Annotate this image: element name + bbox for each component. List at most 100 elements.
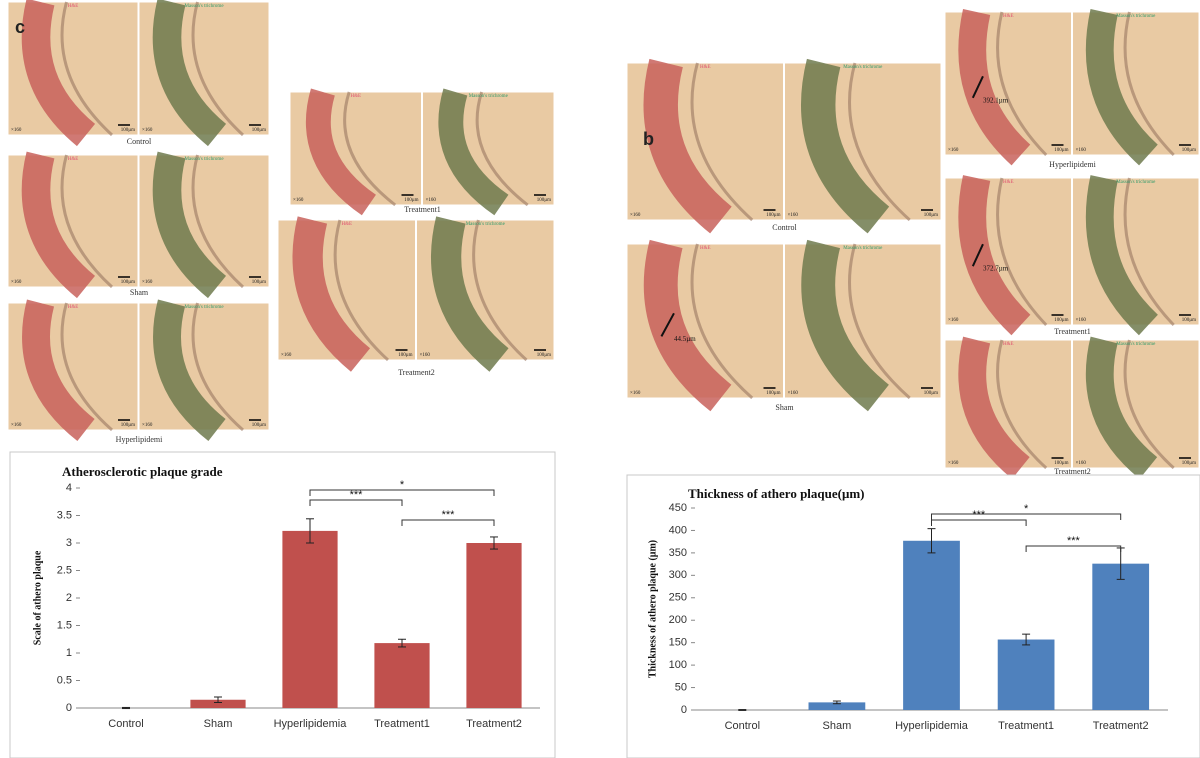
magnification: ×160 xyxy=(11,128,22,133)
x-tick-label: Hyperlipidemia xyxy=(895,720,969,732)
figure: H&E ×160 100µm Masson's trichrome ×160 100µm C… xyxy=(0,0,1200,758)
y-tick-label: 3.5 xyxy=(57,509,72,521)
bar xyxy=(998,640,1055,710)
caption: Control xyxy=(127,137,152,146)
significance-label: *** xyxy=(350,489,364,501)
scale-label: 100µm xyxy=(766,391,780,396)
scale-label: 100µm xyxy=(537,198,551,203)
y-tick-label: 350 xyxy=(669,547,687,559)
scale-label: 100µm xyxy=(398,353,412,358)
magnification: ×160 xyxy=(788,213,799,218)
y-tick-label: 0.5 xyxy=(57,674,72,686)
magnification: ×160 xyxy=(11,423,22,428)
magnification: ×160 xyxy=(142,423,153,428)
caption: Hyperlipidemi xyxy=(116,435,163,444)
stain-label: H&E xyxy=(1003,180,1014,185)
magnification: ×160 xyxy=(630,391,641,396)
magnification: ×160 xyxy=(293,198,304,203)
magnification: ×160 xyxy=(948,461,959,466)
scale-label: 100µm xyxy=(1182,318,1196,323)
significance-label: * xyxy=(400,479,405,491)
y-tick-label: 450 xyxy=(669,502,687,514)
measurement: 44.5µm xyxy=(674,335,696,343)
stain-label: H&E xyxy=(68,157,79,162)
scale-label: 100µm xyxy=(924,213,938,218)
stain-label: Masson's trichrome xyxy=(843,246,883,251)
stain-label: Masson's trichrome xyxy=(843,65,883,70)
bar xyxy=(374,643,429,708)
caption: Treatment2 xyxy=(1054,467,1091,476)
scale-label: 100µm xyxy=(121,423,135,428)
magnification: ×160 xyxy=(948,318,959,323)
x-tick-label: Sham xyxy=(204,718,233,730)
stain-label: Masson's trichrome xyxy=(1116,180,1156,185)
caption: Sham xyxy=(130,288,149,297)
y-tick-label: 1 xyxy=(66,647,72,659)
magnification: ×160 xyxy=(1076,318,1087,323)
scale-label: 100µm xyxy=(252,280,266,285)
magnification: ×160 xyxy=(1076,148,1087,153)
scale-label: 100µm xyxy=(404,198,418,203)
scale-label: 100µm xyxy=(121,280,135,285)
y-tick-label: 300 xyxy=(669,569,687,581)
stain-label: H&E xyxy=(341,222,352,227)
bar xyxy=(1092,564,1149,710)
magnification: ×160 xyxy=(420,353,431,358)
scale-label: 100µm xyxy=(1182,461,1196,466)
x-tick-label: Treatment2 xyxy=(1093,720,1149,732)
x-tick-label: Control xyxy=(725,720,760,732)
stain-label: Masson's trichrome xyxy=(469,94,509,99)
bar xyxy=(466,543,521,708)
stain-label: Masson's trichrome xyxy=(184,305,224,310)
significance-label: *** xyxy=(972,509,986,521)
caption: Hyperlipidemi xyxy=(1049,160,1096,169)
y-tick-label: 1.5 xyxy=(57,619,72,631)
y-tick-label: 0 xyxy=(681,704,687,716)
scale-label: 100µm xyxy=(924,391,938,396)
y-tick-label: 200 xyxy=(669,614,687,626)
stain-label: H&E xyxy=(68,305,79,310)
x-tick-label: Treatment1 xyxy=(374,718,430,730)
scale-label: 100µm xyxy=(1054,148,1068,153)
stain-label: H&E xyxy=(700,65,711,70)
x-tick-label: Treatment2 xyxy=(466,718,522,730)
y-tick-label: 3 xyxy=(66,537,72,549)
y-tick-label: 150 xyxy=(669,637,687,649)
caption: Control xyxy=(772,223,797,232)
chart-title: Atherosclerotic plaque grade xyxy=(62,464,223,479)
stain-label: Masson's trichrome xyxy=(466,222,506,227)
y-tick-label: 400 xyxy=(669,524,687,536)
x-tick-label: Control xyxy=(108,718,143,730)
y-axis-title: Thickness of athero plaque (μm) xyxy=(647,540,658,678)
magnification: ×160 xyxy=(630,213,641,218)
y-tick-label: 50 xyxy=(675,681,687,693)
y-tick-label: 250 xyxy=(669,592,687,604)
panel-label: c xyxy=(15,17,25,37)
magnification: ×160 xyxy=(426,198,437,203)
stain-label: Masson's trichrome xyxy=(184,157,224,162)
stain-label: H&E xyxy=(350,94,361,99)
caption: Treatment1 xyxy=(1054,327,1091,336)
caption: Sham xyxy=(775,403,794,412)
chart-title: Thickness of athero plaque(μm) xyxy=(688,486,865,501)
y-tick-label: 4 xyxy=(66,482,72,494)
x-tick-label: Hyperlipidemia xyxy=(274,718,348,730)
significance-label: *** xyxy=(1067,535,1081,547)
magnification: ×160 xyxy=(281,353,292,358)
stain-label: H&E xyxy=(68,4,79,9)
magnification: ×160 xyxy=(948,148,959,153)
significance-label: *** xyxy=(442,509,456,521)
scale-label: 100µm xyxy=(252,128,266,133)
scale-label: 100µm xyxy=(252,423,266,428)
measurement: 392.1µm xyxy=(983,96,1009,104)
y-tick-label: 0 xyxy=(66,702,72,714)
bar xyxy=(903,541,960,710)
x-tick-label: Treatment1 xyxy=(998,720,1054,732)
x-tick-label: Sham xyxy=(823,720,852,732)
stain-label: Masson's trichrome xyxy=(1116,14,1156,19)
y-axis-title: Scale of athero plaque xyxy=(32,550,43,645)
stain-label: Masson's trichrome xyxy=(1116,342,1156,347)
magnification: ×160 xyxy=(11,280,22,285)
stain-label: H&E xyxy=(700,246,711,251)
stain-label: H&E xyxy=(1003,14,1014,19)
